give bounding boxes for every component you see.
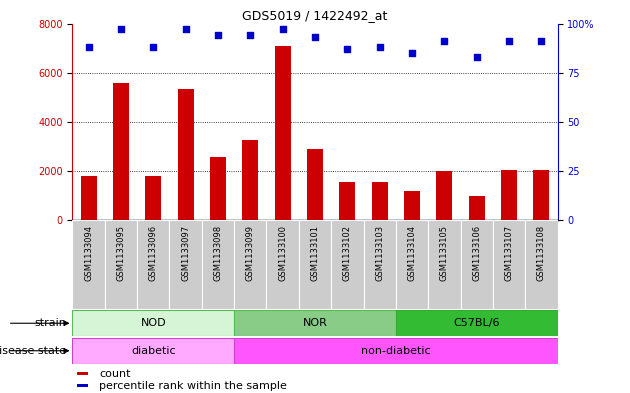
Point	[84, 44, 94, 50]
Text: GSM1133094: GSM1133094	[84, 224, 93, 281]
Text: diabetic: diabetic	[131, 346, 176, 356]
Point	[375, 44, 385, 50]
Text: GSM1133098: GSM1133098	[214, 224, 222, 281]
Text: GSM1133099: GSM1133099	[246, 224, 255, 281]
Text: NOR: NOR	[302, 318, 328, 328]
Bar	[169, 220, 202, 309]
Text: count: count	[99, 369, 130, 379]
Text: GSM1133107: GSM1133107	[505, 224, 513, 281]
Bar	[533, 170, 549, 220]
Text: GSM1133108: GSM1133108	[537, 224, 546, 281]
Text: GSM1133102: GSM1133102	[343, 224, 352, 281]
Bar	[372, 182, 387, 220]
Bar	[501, 170, 517, 220]
Text: GSM1133106: GSM1133106	[472, 224, 481, 281]
Point	[245, 32, 255, 39]
Point	[536, 38, 546, 44]
Point	[310, 34, 320, 40]
Text: percentile rank within the sample: percentile rank within the sample	[99, 380, 287, 391]
Bar	[234, 338, 558, 364]
Point	[472, 54, 482, 60]
Text: GSM1133104: GSM1133104	[408, 224, 416, 281]
Point	[407, 50, 417, 56]
Bar	[461, 220, 493, 309]
Bar	[396, 220, 428, 309]
Text: C57BL/6: C57BL/6	[454, 318, 500, 328]
Bar	[145, 176, 161, 220]
Bar	[299, 220, 331, 309]
Bar	[339, 182, 355, 220]
Bar	[113, 83, 129, 220]
Bar	[77, 384, 88, 387]
Bar	[436, 171, 452, 220]
Point	[148, 44, 158, 50]
Point	[213, 32, 223, 39]
Bar	[210, 158, 226, 220]
Point	[181, 26, 191, 33]
Bar	[266, 220, 299, 309]
Bar	[364, 220, 396, 309]
Bar	[493, 220, 525, 309]
Bar	[72, 310, 234, 336]
Text: GSM1133103: GSM1133103	[375, 224, 384, 281]
Bar	[77, 372, 88, 375]
Point	[116, 26, 126, 33]
Title: GDS5019 / 1422492_at: GDS5019 / 1422492_at	[243, 9, 387, 22]
Bar	[105, 220, 137, 309]
Point	[439, 38, 449, 44]
Bar	[275, 46, 291, 220]
Bar	[307, 149, 323, 220]
Bar	[404, 191, 420, 220]
Bar	[234, 310, 396, 336]
Bar	[234, 220, 266, 309]
Text: GSM1133097: GSM1133097	[181, 224, 190, 281]
Text: disease state: disease state	[0, 346, 66, 356]
Bar	[72, 338, 234, 364]
Text: GSM1133095: GSM1133095	[117, 224, 125, 281]
Point	[278, 26, 288, 33]
Text: GSM1133096: GSM1133096	[149, 224, 158, 281]
Bar	[396, 310, 558, 336]
Text: NOD: NOD	[140, 318, 166, 328]
Text: GSM1133100: GSM1133100	[278, 224, 287, 281]
Bar	[331, 220, 364, 309]
Text: non-diabetic: non-diabetic	[361, 346, 431, 356]
Text: GSM1133105: GSM1133105	[440, 224, 449, 281]
Bar	[525, 220, 558, 309]
Text: strain: strain	[34, 318, 66, 328]
Bar	[137, 220, 169, 309]
Point	[342, 46, 352, 52]
Bar	[242, 140, 258, 220]
Bar	[469, 195, 485, 220]
Bar	[72, 220, 105, 309]
Bar	[202, 220, 234, 309]
Bar	[428, 220, 461, 309]
Bar	[178, 89, 194, 220]
Point	[504, 38, 514, 44]
Text: GSM1133101: GSM1133101	[311, 224, 319, 281]
Bar	[81, 176, 97, 220]
